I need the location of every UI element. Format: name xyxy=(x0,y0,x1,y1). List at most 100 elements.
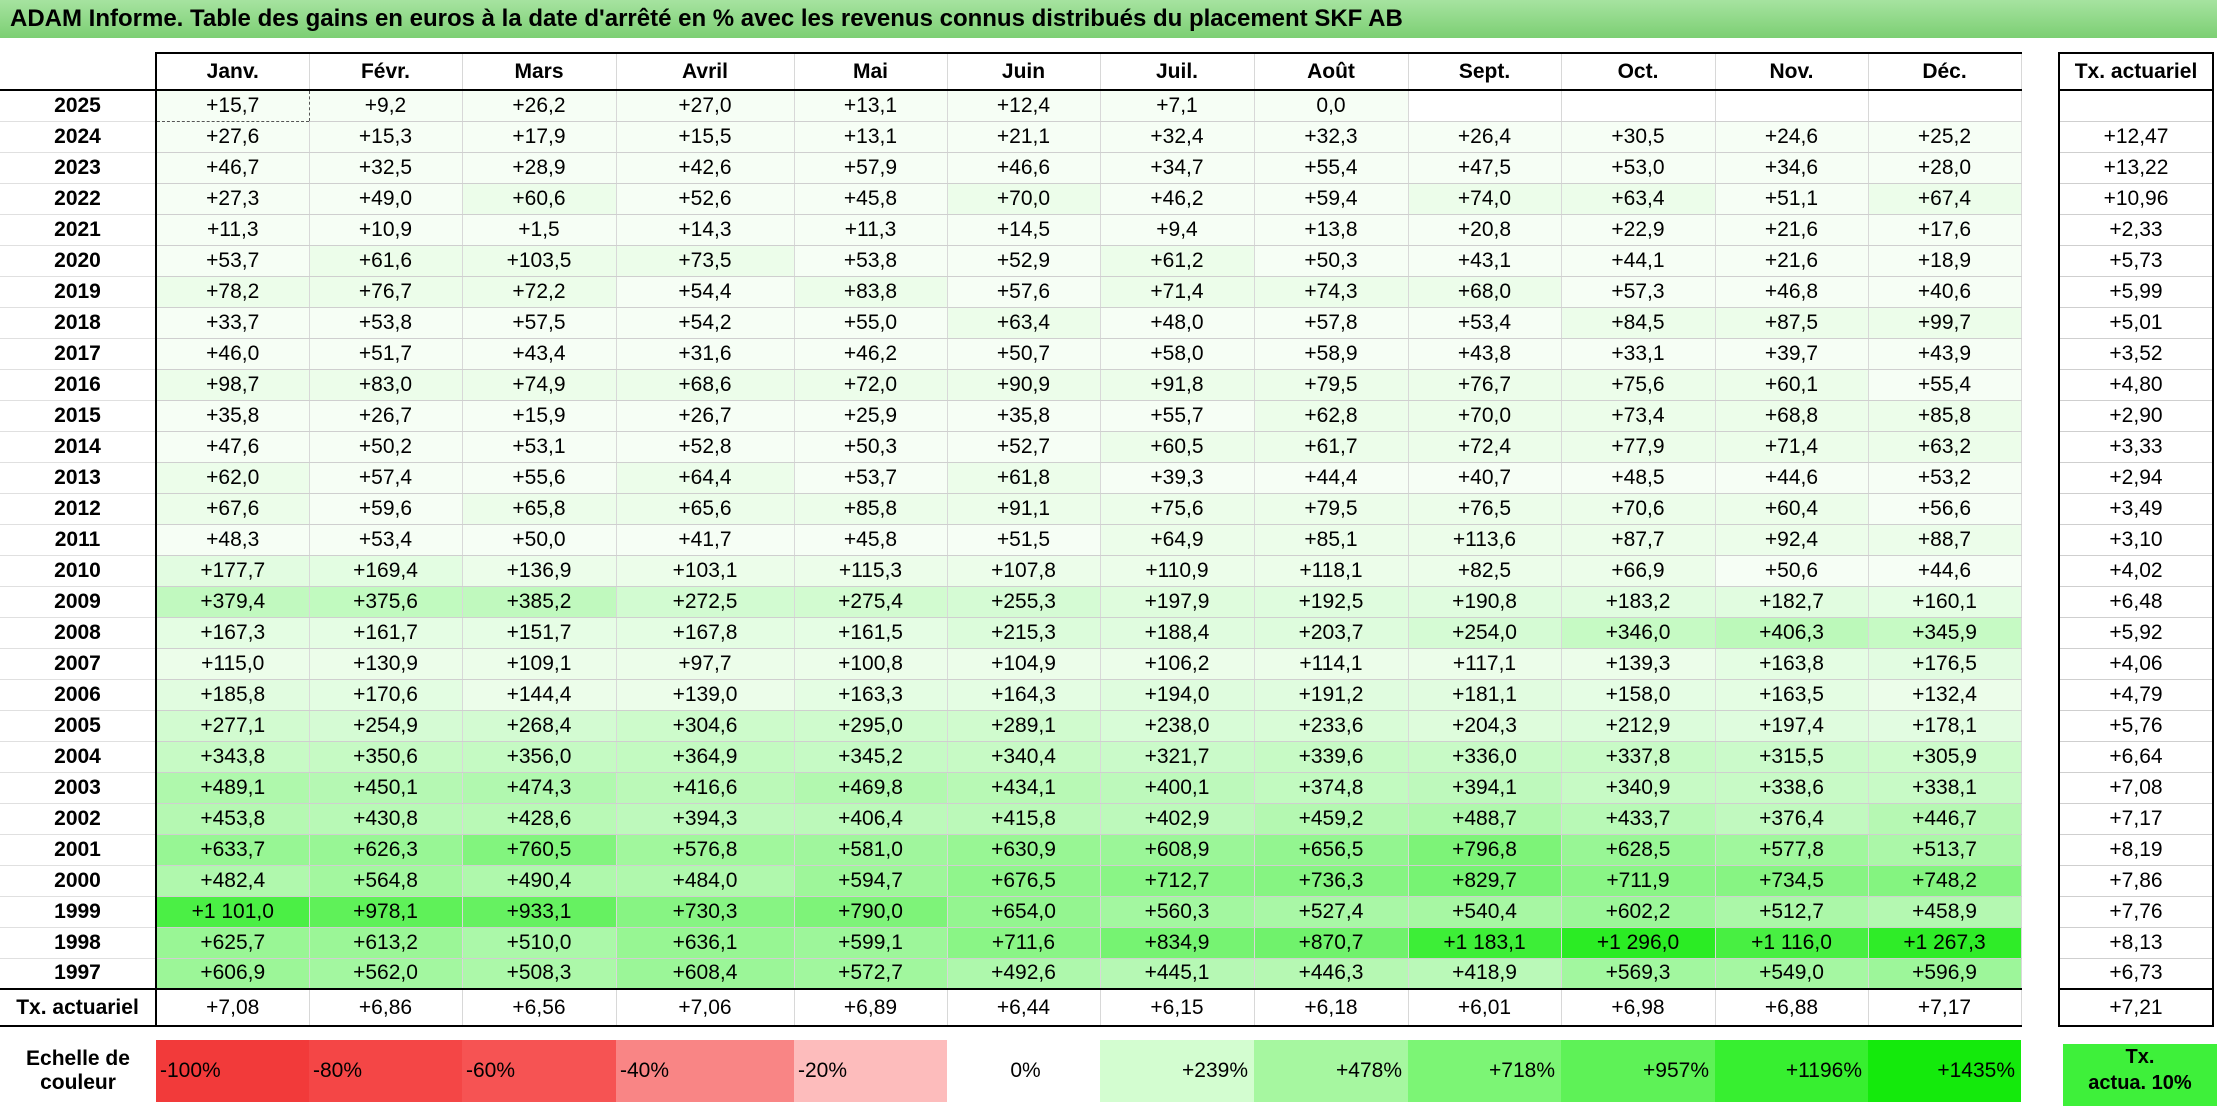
table-row: 2006 +185,8 +170,6 +144,4 +139,0 +163,3 +164,3… xyxy=(0,679,2214,711)
gain-cell: +103,5 xyxy=(462,245,617,277)
gain-cell: +53,0 xyxy=(1561,152,1716,184)
year-cell: 2006 xyxy=(0,679,157,711)
gain-cell: +594,7 xyxy=(794,865,948,897)
gain-cell: +42,6 xyxy=(616,152,795,184)
footer-value: +6,88 xyxy=(1715,988,1869,1027)
gain-cell: +161,5 xyxy=(794,617,948,649)
gain-cell: +734,5 xyxy=(1715,865,1869,897)
gain-cell: +60,4 xyxy=(1715,493,1869,525)
gain-cell: +104,9 xyxy=(947,648,1101,680)
gain-cell: +51,1 xyxy=(1715,183,1869,215)
footer-value: +6,56 xyxy=(462,988,617,1027)
gain-cell: +43,8 xyxy=(1408,338,1562,370)
year-cell: 2002 xyxy=(0,803,157,835)
gain-cell: +11,3 xyxy=(794,214,948,246)
gain-cell: +453,8 xyxy=(156,803,310,835)
gain-cell: +49,0 xyxy=(309,183,463,215)
gain-cell: +176,5 xyxy=(1868,648,2022,680)
gain-cell: +79,5 xyxy=(1254,493,1409,525)
gain-cell: +72,2 xyxy=(462,276,617,308)
gain-cell: +21,6 xyxy=(1715,245,1869,277)
gain-cell: +654,0 xyxy=(947,896,1101,928)
gain-cell: +71,4 xyxy=(1100,276,1255,308)
gain-cell: +474,3 xyxy=(462,772,617,804)
gain-cell: +130,9 xyxy=(309,648,463,680)
gain-cell: +115,3 xyxy=(794,555,948,587)
gain-cell: +254,0 xyxy=(1408,617,1562,649)
tx-actuariel-cell: +5,73 xyxy=(2058,245,2214,277)
header-corner xyxy=(0,53,157,91)
gain-cell: +596,9 xyxy=(1868,958,2022,990)
scale-swatch: -100% xyxy=(156,1040,309,1102)
column-gap xyxy=(2021,803,2059,834)
gain-cell: +978,1 xyxy=(309,896,463,928)
gain-cell: +72,4 xyxy=(1408,431,1562,463)
gain-cell: +712,7 xyxy=(1100,865,1255,897)
gain-cell: +628,5 xyxy=(1561,834,1716,866)
table-row: 2021 +11,3 +10,9 +1,5 +14,3 +11,3 +14,5 +9,4 +13… xyxy=(0,214,2214,246)
gain-cell: +13,1 xyxy=(794,90,948,122)
gain-cell: +46,6 xyxy=(947,152,1101,184)
gain-cell: +66,9 xyxy=(1561,555,1716,587)
footer-value: +7,17 xyxy=(1868,988,2022,1027)
gain-cell: +512,7 xyxy=(1715,896,1869,928)
gain-cell: +204,3 xyxy=(1408,710,1562,742)
gain-cell: +35,8 xyxy=(947,400,1101,432)
scale-label: Echelle de couleur xyxy=(0,1040,156,1102)
gain-cell: +34,6 xyxy=(1715,152,1869,184)
gain-cell: +87,7 xyxy=(1561,524,1716,556)
month-header-8: Août xyxy=(1254,52,1409,91)
gain-cell: +76,5 xyxy=(1408,493,1562,525)
gain-cell: +255,3 xyxy=(947,586,1101,618)
gain-cell: +60,6 xyxy=(462,183,617,215)
footer-value: +6,15 xyxy=(1100,988,1255,1027)
gain-cell: +107,8 xyxy=(947,555,1101,587)
gain-cell: +167,3 xyxy=(156,617,310,649)
column-gap xyxy=(2021,53,2059,90)
gain-cell: +933,1 xyxy=(462,896,617,928)
gain-cell: +549,0 xyxy=(1715,958,1869,990)
table-row: 2013 +62,0 +57,4 +55,6 +64,4 +53,7 +61,8 +39,3 +… xyxy=(0,462,2214,494)
gain-cell: +277,1 xyxy=(156,710,310,742)
year-cell: 2021 xyxy=(0,214,157,246)
table-row: 2004 +343,8 +350,6 +356,0 +364,9 +345,2 +340,4… xyxy=(0,741,2214,773)
gain-cell: +356,0 xyxy=(462,741,617,773)
tx-legend-line2: actua. 10% xyxy=(2088,1072,2192,1094)
column-gap xyxy=(2021,741,2059,772)
footer-value: +6,89 xyxy=(794,988,948,1027)
gain-cell: +484,0 xyxy=(616,865,795,897)
gain-cell: +337,8 xyxy=(1561,741,1716,773)
gain-cell: +336,0 xyxy=(1408,741,1562,773)
gain-cell: +57,6 xyxy=(947,276,1101,308)
color-scale-legend: Echelle de couleur -100% -80% -60% -40% -20% 0%… xyxy=(0,1040,2021,1102)
gain-cell: +34,7 xyxy=(1100,152,1255,184)
gain-cell: +626,3 xyxy=(309,834,463,866)
gain-cell: +39,7 xyxy=(1715,338,1869,370)
gain-cell: +760,5 xyxy=(462,834,617,866)
gain-cell: +564,8 xyxy=(309,865,463,897)
gain-cell: +164,3 xyxy=(947,679,1101,711)
gain-cell: +185,8 xyxy=(156,679,310,711)
tx-actuariel-cell: +2,90 xyxy=(2058,400,2214,432)
gain-cell xyxy=(1868,90,2022,122)
gain-cell: +27,3 xyxy=(156,183,310,215)
table-row: 2015 +35,8 +26,7 +15,9 +26,7 +25,9 +35,8 +55,7 +… xyxy=(0,400,2214,432)
gain-cell: +91,1 xyxy=(947,493,1101,525)
gain-cell: +20,8 xyxy=(1408,214,1562,246)
gain-cell: +625,7 xyxy=(156,927,310,959)
gain-cell: +43,4 xyxy=(462,338,617,370)
gain-cell: +870,7 xyxy=(1254,927,1409,959)
scale-label-line2: couleur xyxy=(40,1071,116,1094)
tx-actuariel-cell: +7,17 xyxy=(2058,803,2214,835)
gain-cell: +136,9 xyxy=(462,555,617,587)
gain-cell: +61,6 xyxy=(309,245,463,277)
footer-tx: +7,21 xyxy=(2058,988,2214,1027)
gain-cell: +57,3 xyxy=(1561,276,1716,308)
gain-cell: +385,2 xyxy=(462,586,617,618)
gain-cell: +11,3 xyxy=(156,214,310,246)
gain-cell: +433,7 xyxy=(1561,803,1716,835)
gain-cell: +656,5 xyxy=(1254,834,1409,866)
gain-cell: +446,3 xyxy=(1254,958,1409,990)
gain-cell: +46,2 xyxy=(1100,183,1255,215)
gain-cell: +90,9 xyxy=(947,369,1101,401)
